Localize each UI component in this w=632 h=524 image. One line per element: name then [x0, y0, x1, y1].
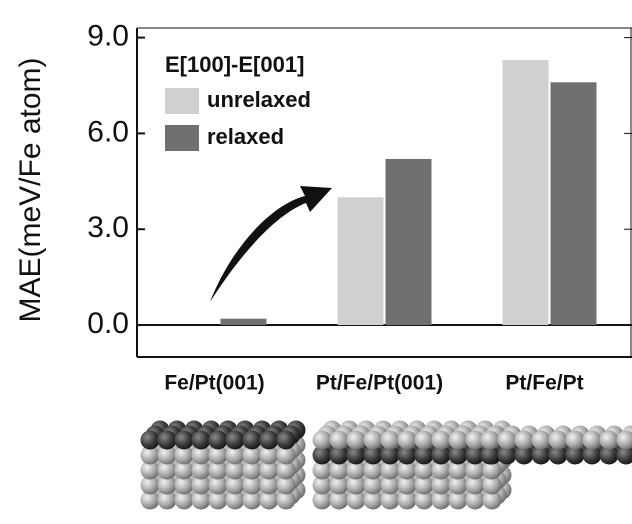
atom — [175, 431, 194, 450]
atom — [415, 431, 434, 450]
legend-label: unrelaxed — [207, 87, 311, 112]
x-tick-label: Pt/Fe/Pt(001) — [316, 372, 443, 395]
atom — [243, 431, 262, 450]
atom — [566, 431, 585, 450]
arrow — [210, 186, 332, 302]
legend-swatch — [165, 125, 199, 151]
atom — [432, 431, 451, 450]
atom — [549, 431, 568, 450]
atom — [498, 431, 517, 450]
atom — [347, 431, 366, 450]
y-axis-label: MAE(meV/Fe atom) — [14, 57, 47, 322]
atom — [515, 431, 534, 450]
x-tick-label: Fe/Pt(001) — [164, 372, 264, 395]
atom — [398, 431, 417, 450]
bar — [386, 159, 432, 325]
atom — [600, 431, 619, 450]
x-tick-label: Pt/Fe/Pt — [505, 372, 583, 395]
atom — [583, 431, 602, 450]
atom — [330, 431, 349, 450]
legend-swatch — [165, 88, 199, 114]
bar — [503, 60, 549, 325]
atom — [141, 431, 160, 450]
atom — [158, 431, 177, 450]
y-tick-label: 3.0 — [87, 211, 129, 244]
atom — [449, 431, 468, 450]
atom — [481, 431, 500, 450]
y-tick-label: 6.0 — [87, 115, 129, 148]
y-tick-label: 9.0 — [87, 20, 129, 53]
legend-label: relaxed — [207, 124, 284, 149]
atom — [313, 431, 332, 450]
atom — [209, 431, 228, 450]
bar — [221, 319, 267, 325]
atom — [532, 431, 551, 450]
atom — [277, 431, 296, 450]
atom-models — [141, 421, 632, 510]
atom — [364, 431, 383, 450]
bar — [551, 82, 597, 325]
atom — [192, 431, 211, 450]
legend-title: E[100]-E[001] — [165, 52, 304, 77]
chart: MAE(meV/Fe atom) E[100]-E[001] 0.0 3.0 6.0… — [0, 0, 632, 524]
atom — [226, 431, 245, 450]
bar — [338, 197, 384, 325]
atom — [381, 431, 400, 450]
y-tick-label: 0.0 — [87, 307, 129, 340]
atom — [260, 431, 279, 450]
